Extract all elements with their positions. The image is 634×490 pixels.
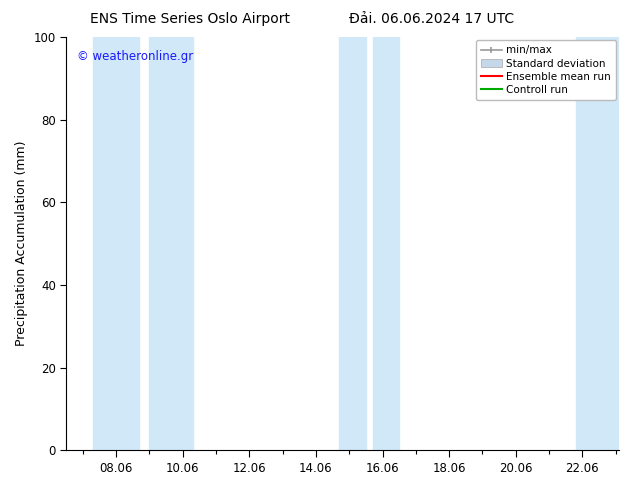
Text: ENS Time Series Oslo Airport: ENS Time Series Oslo Airport	[90, 12, 290, 26]
Y-axis label: Precipitation Accumulation (mm): Precipitation Accumulation (mm)	[15, 141, 28, 346]
Bar	[373, 37, 399, 450]
Text: Đải. 06.06.2024 17 UTC: Đải. 06.06.2024 17 UTC	[349, 12, 514, 26]
Text: © weatheronline.gr: © weatheronline.gr	[77, 49, 193, 63]
Bar	[576, 37, 619, 450]
Bar	[339, 37, 366, 450]
Bar	[93, 37, 139, 450]
Legend: min/max, Standard deviation, Ensemble mean run, Controll run: min/max, Standard deviation, Ensemble me…	[476, 40, 616, 100]
Bar	[150, 37, 193, 450]
